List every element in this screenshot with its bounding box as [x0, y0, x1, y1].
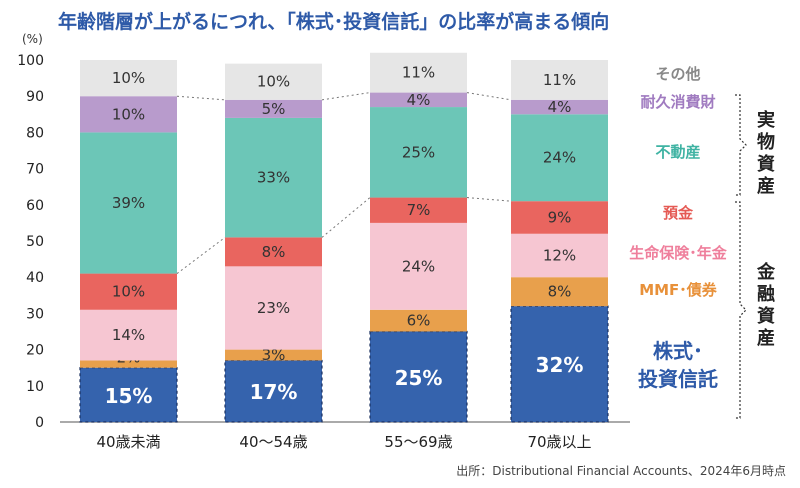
- connector-line: [321, 197, 371, 238]
- data-label: 6%: [407, 312, 431, 330]
- data-label: 4%: [548, 98, 572, 116]
- real-assets-bracket: [735, 94, 747, 196]
- data-label: 14%: [112, 326, 145, 344]
- data-label: 11%: [543, 71, 576, 89]
- bar-segment: [225, 266, 322, 350]
- y-tick-label: 50: [26, 234, 44, 250]
- bar-segment: [80, 309, 177, 361]
- bar-segment: [80, 60, 177, 97]
- chart-title: 年齢階層が上がるにつれ、「株式･投資信託」の比率が高まる傾向: [58, 11, 610, 33]
- data-label: 3%: [262, 346, 286, 364]
- y-tick-label: 70: [26, 162, 44, 178]
- bar-segment: [511, 60, 608, 100]
- legend-label: MMF･債券: [639, 281, 718, 299]
- y-tick-label: 20: [26, 343, 44, 359]
- x-tick-label: 70歳以上: [527, 433, 591, 451]
- group-label-real-assets: 産: [757, 175, 775, 197]
- bar-segment: [80, 273, 177, 310]
- bar-segment: [80, 360, 177, 368]
- data-label: 25%: [402, 143, 435, 161]
- x-tick-label: 40歳未満: [96, 433, 160, 451]
- data-label: 33%: [257, 169, 290, 187]
- group-label-real-assets: 物: [757, 131, 775, 153]
- y-tick-label: 40: [26, 270, 44, 286]
- data-label: 10%: [112, 283, 145, 301]
- connector-line: [321, 92, 371, 101]
- y-tick-label: 80: [26, 125, 44, 141]
- data-label: 10%: [257, 73, 290, 91]
- bar-segment: [511, 99, 608, 115]
- financial-assets-bracket: [735, 201, 747, 419]
- bar-segment: [370, 107, 467, 198]
- bar-segment: [225, 99, 322, 118]
- data-label: 4%: [407, 91, 431, 109]
- connector-line: [176, 236, 226, 274]
- y-tick-label: 100: [17, 53, 44, 69]
- bar-segment: [225, 349, 322, 361]
- bar-segment: [511, 201, 608, 234]
- group-label-financial-assets: 融: [757, 284, 775, 305]
- bar-segment: [80, 132, 177, 274]
- bar-segment: [511, 114, 608, 202]
- bar-segment: [369, 330, 468, 423]
- legend-label: 投資信託: [638, 367, 718, 391]
- legend-label: 株式･: [653, 339, 703, 363]
- group-label-financial-assets: 産: [757, 327, 775, 349]
- x-tick-label: 40～54歳: [239, 433, 307, 451]
- bar-segment: [370, 52, 467, 93]
- connector-line: [176, 95, 226, 101]
- connector-line: [466, 92, 512, 101]
- group-label-real-assets: 実: [757, 109, 775, 131]
- bar-segment: [80, 96, 177, 133]
- data-label: 8%: [262, 243, 286, 261]
- data-label: 5%: [262, 100, 286, 118]
- data-label: 23%: [257, 299, 290, 317]
- group-label-financial-assets: 資: [757, 306, 775, 327]
- bar-segment: [225, 237, 322, 267]
- bar-segment: [224, 359, 323, 423]
- data-label: 9%: [548, 208, 572, 226]
- bar-segment: [225, 63, 322, 100]
- legend-label: 不動産: [655, 143, 700, 161]
- legend-label: 預金: [663, 204, 694, 222]
- data-label: 17%: [250, 380, 298, 404]
- y-tick-label: 30: [26, 306, 44, 322]
- y-tick-label: 10: [26, 379, 44, 395]
- data-label: 15%: [105, 384, 153, 408]
- data-label: 25%: [395, 366, 443, 390]
- legend-label: 耐久消費財: [640, 93, 715, 111]
- legend-label: その他: [655, 65, 700, 83]
- data-label: 39%: [112, 194, 145, 212]
- group-label-real-assets: 資: [757, 154, 775, 175]
- data-label: 24%: [402, 257, 435, 275]
- data-label: 11%: [402, 64, 435, 82]
- data-label: 32%: [536, 353, 584, 377]
- data-label: 7%: [407, 201, 431, 219]
- y-tick-label: 90: [26, 89, 44, 105]
- data-label: 10%: [112, 105, 145, 123]
- data-label: 12%: [543, 246, 576, 264]
- group-label-financial-assets: 金: [756, 261, 776, 283]
- bar-segment: [79, 367, 178, 423]
- bar-segment: [511, 233, 608, 278]
- y-axis-unit: (%): [22, 32, 43, 46]
- bar-segment: [370, 222, 467, 310]
- bar-segment: [370, 197, 467, 223]
- connector-line: [466, 197, 512, 202]
- y-tick-label: 0: [35, 415, 44, 431]
- bar-segment: [370, 92, 467, 108]
- bar-segment: [370, 309, 467, 332]
- bar-segment: [511, 277, 608, 307]
- legend-label: 生命保険･年金: [629, 244, 728, 262]
- x-tick-label: 55～69歳: [384, 433, 452, 451]
- data-label: 10%: [112, 69, 145, 87]
- data-label: 8%: [548, 283, 572, 301]
- source-note: 出所：Distributional Financial Accounts、202…: [456, 464, 786, 478]
- bar-segment: [510, 305, 609, 423]
- data-label: 24%: [543, 149, 576, 167]
- y-tick-label: 60: [26, 198, 44, 214]
- bar-segment: [225, 117, 322, 238]
